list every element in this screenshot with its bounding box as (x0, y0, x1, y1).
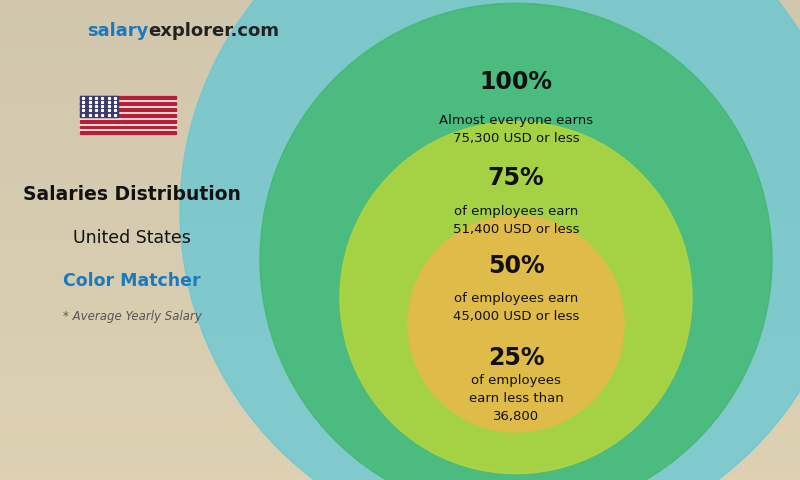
Ellipse shape (260, 3, 772, 480)
Text: of employees earn
45,000 USD or less: of employees earn 45,000 USD or less (453, 292, 579, 323)
Bar (80, 108, 176, 111)
Ellipse shape (408, 216, 624, 432)
Bar (80, 126, 176, 129)
Bar (80, 96, 176, 99)
Text: Almost everyone earns
75,300 USD or less: Almost everyone earns 75,300 USD or less (439, 114, 593, 145)
Bar (80, 120, 176, 122)
Ellipse shape (180, 0, 800, 480)
Text: * Average Yearly Salary: * Average Yearly Salary (62, 310, 202, 324)
Text: salary: salary (86, 22, 148, 40)
Text: Color Matcher: Color Matcher (63, 272, 201, 290)
Text: of employees earn
51,400 USD or less: of employees earn 51,400 USD or less (453, 205, 579, 236)
Text: 50%: 50% (488, 254, 544, 278)
Bar (80, 96, 176, 134)
Bar (80, 102, 176, 105)
Text: United States: United States (73, 228, 191, 247)
Text: 100%: 100% (479, 70, 553, 94)
Text: 75%: 75% (488, 166, 544, 190)
Text: of employees
earn less than
36,800: of employees earn less than 36,800 (469, 374, 563, 423)
Bar (80, 114, 176, 117)
Bar (80, 132, 176, 134)
Text: Salaries Distribution: Salaries Distribution (23, 185, 241, 204)
Bar (80, 96, 118, 117)
Text: 25%: 25% (488, 346, 544, 370)
Text: explorer.com: explorer.com (148, 22, 279, 40)
Ellipse shape (340, 121, 692, 474)
